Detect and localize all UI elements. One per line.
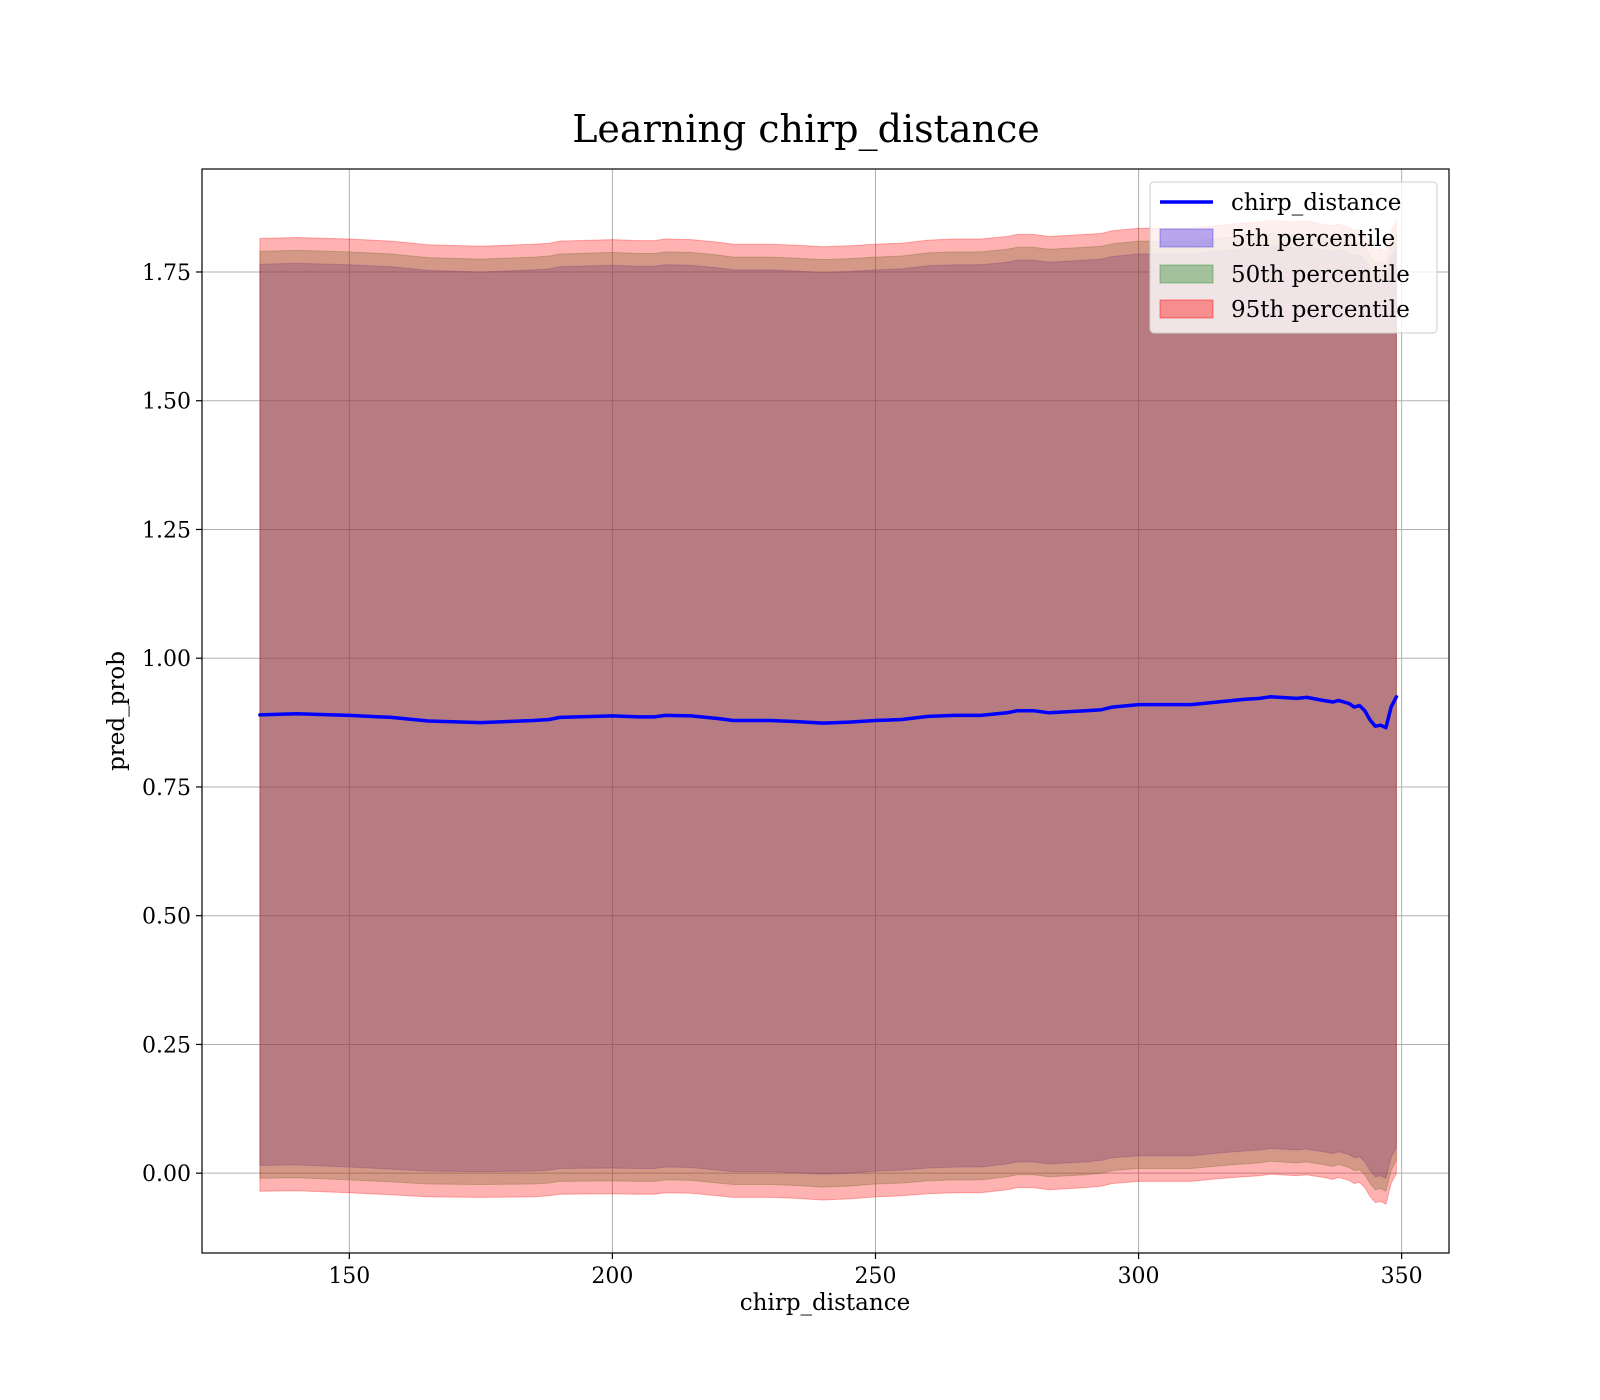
- x-axis-ticks: 150 200 250 300 350: [328, 1253, 1423, 1289]
- y-axis-label: pred_prob: [104, 651, 130, 771]
- y-tick-label: 0.25: [142, 1033, 191, 1058]
- y-tick-label: 1.25: [142, 518, 191, 543]
- y-tick-label: 0.75: [142, 776, 191, 801]
- y-tick-label: 1.00: [142, 647, 191, 672]
- legend-label-95th: 95th percentile: [1231, 297, 1410, 323]
- band-95th-percentile: [259, 219, 1397, 1205]
- y-tick-label: 0.50: [142, 905, 191, 930]
- x-axis-label: chirp_distance: [740, 1290, 910, 1316]
- legend-label-line: chirp_distance: [1231, 190, 1401, 216]
- x-tick-label: 250: [854, 1264, 896, 1289]
- legend: chirp_distance 5th percentile 50th perce…: [1149, 181, 1438, 334]
- band-50th-percentile: [259, 232, 1397, 1192]
- y-axis-ticks: 0.00 0.25 0.50 0.75 1.00 1.25 1.50 1.75: [142, 261, 202, 1187]
- legend-swatch-5th: [1159, 228, 1214, 248]
- line-layer: [258, 695, 1399, 730]
- chart-title: Learning chirp_distance: [572, 107, 1040, 152]
- series-line-chirp-distance: [258, 695, 1399, 730]
- y-tick-label: 1.75: [142, 261, 191, 286]
- x-tick-label: 300: [1118, 1264, 1160, 1289]
- x-tick-label: 200: [591, 1264, 633, 1289]
- band-layer: [259, 219, 1397, 1205]
- plot-frame: [201, 168, 1450, 1254]
- legend-swatch-95th: [1159, 299, 1214, 319]
- y-tick-label: 1.50: [142, 390, 191, 415]
- x-tick-label: 350: [1381, 1264, 1423, 1289]
- x-tick-label: 150: [328, 1264, 370, 1289]
- legend-box: [1149, 181, 1438, 334]
- band-5th-percentile: [259, 245, 1397, 1180]
- legend-label-50th: 50th percentile: [1231, 262, 1410, 288]
- legend-swatch-50th: [1159, 264, 1214, 284]
- legend-label-5th: 5th percentile: [1231, 226, 1395, 252]
- y-tick-label: 0.00: [142, 1162, 191, 1187]
